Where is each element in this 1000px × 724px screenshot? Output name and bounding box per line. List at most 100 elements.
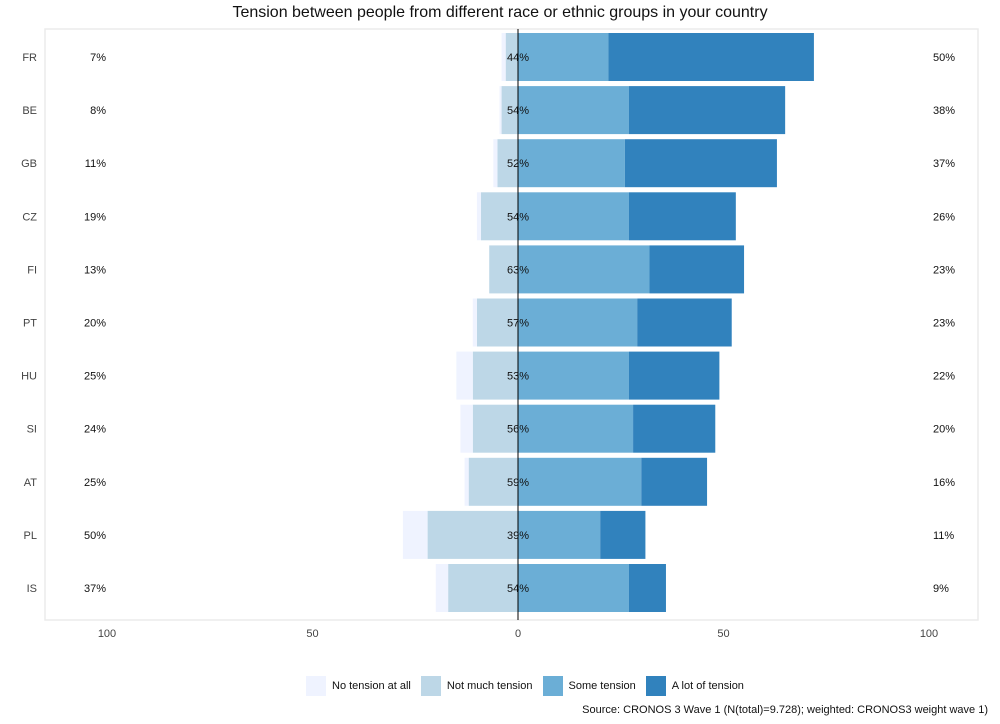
bar-no-tension [472, 298, 477, 347]
y-tick-label: BE [22, 105, 37, 117]
bar-no-tension [456, 351, 473, 400]
data-label-left: 8% [90, 105, 106, 117]
legend-swatch [306, 676, 326, 696]
bar-some-tension [518, 86, 629, 135]
data-label-right: 38% [933, 105, 955, 117]
data-label-right: 37% [933, 158, 955, 170]
chart-title: Tension between people from different ra… [232, 4, 768, 21]
bar-a-lot-of-tension [628, 351, 720, 400]
data-label-center: 63% [507, 264, 529, 276]
bar-no-tension [499, 86, 502, 135]
data-label-center: 52% [507, 158, 529, 170]
bar-not-much-tension [505, 33, 518, 81]
bar-a-lot-of-tension [628, 86, 786, 135]
data-label-center: 54% [507, 211, 529, 223]
data-label-right: 20% [933, 424, 955, 436]
bar-a-lot-of-tension [628, 192, 736, 241]
legend-item-a-lot-of-tension: A lot of tension [645, 676, 744, 696]
legend-item-not-much-tension: Not much tension [420, 676, 533, 696]
bar-some-tension [518, 404, 634, 453]
legend-label: A lot of tension [671, 680, 744, 692]
legend-swatch [645, 676, 666, 696]
y-tick-label: FR [22, 52, 37, 64]
data-label-left: 7% [90, 52, 106, 64]
bar-not-much-tension [468, 457, 518, 506]
bar-not-much-tension [472, 404, 518, 453]
y-tick-label: FI [27, 264, 37, 276]
bar-not-much-tension [489, 245, 518, 294]
legend: No tension at all Not much tension Some … [306, 676, 754, 696]
bar-a-lot-of-tension [624, 139, 777, 188]
data-label-center: 56% [507, 424, 529, 436]
bar-a-lot-of-tension [628, 564, 666, 612]
bar-not-much-tension [476, 298, 518, 347]
y-tick-label: PL [24, 530, 37, 542]
bar-a-lot-of-tension [633, 404, 716, 453]
source-note: Source: CRONOS 3 Wave 1 (N(total)=9.728)… [582, 704, 988, 716]
bar-some-tension [518, 139, 625, 188]
data-label-left: 37% [84, 583, 106, 595]
bar-no-tension [402, 510, 428, 559]
legend-swatch [542, 676, 563, 696]
data-label-left: 20% [84, 318, 106, 330]
bar-no-tension [493, 139, 498, 188]
y-tick-label: HU [21, 371, 37, 383]
data-label-left: 19% [84, 211, 106, 223]
bar-a-lot-of-tension [649, 245, 745, 294]
y-tick-label: SI [27, 424, 37, 436]
bar-no-tension [460, 404, 473, 453]
legend-label: No tension at all [332, 680, 411, 692]
data-label-right: 9% [933, 583, 949, 595]
bar-no-tension [435, 564, 449, 612]
data-label-center: 59% [507, 477, 529, 489]
bar-no-tension [476, 192, 482, 241]
axes-group: FR BE GB CZ FI PT HU SI AT PL IS 100 50 0 50 100 [21, 52, 938, 640]
x-tick-label: 50 [717, 628, 729, 640]
bar-some-tension [518, 192, 629, 241]
bar-a-lot-of-tension [637, 298, 732, 347]
plot-panel [44, 28, 979, 621]
data-label-left: 25% [84, 371, 106, 383]
y-tick-label: CZ [22, 211, 37, 223]
y-tick-label: PT [23, 318, 37, 330]
bar-some-tension [518, 245, 650, 294]
data-label-right: 50% [933, 52, 955, 64]
data-label-center: 54% [507, 583, 529, 595]
data-label-right: 22% [933, 371, 955, 383]
bar-not-much-tension [497, 139, 518, 188]
bar-some-tension [518, 457, 642, 506]
data-label-center: 57% [507, 318, 529, 330]
data-label-center: 53% [507, 371, 529, 383]
bar-not-much-tension [448, 564, 518, 612]
bar-some-tension [518, 33, 609, 81]
bar-some-tension [518, 351, 629, 400]
x-tick-label: 100 [920, 628, 938, 640]
y-tick-label: AT [24, 477, 38, 489]
data-label-left: 13% [84, 264, 106, 276]
y-tick-label: IS [27, 583, 37, 595]
legend-label: Some tension [568, 680, 636, 692]
legend-item-no-tension: No tension at all [306, 676, 411, 696]
x-tick-label: 0 [515, 628, 521, 640]
bar-some-tension [518, 298, 638, 347]
x-tick-label: 100 [98, 628, 116, 640]
data-label-right: 23% [933, 318, 955, 330]
bar-a-lot-of-tension [600, 510, 646, 559]
data-label-center: 44% [507, 52, 529, 64]
bar-a-lot-of-tension [641, 457, 708, 506]
bar-not-much-tension [501, 86, 518, 135]
bars-group [402, 33, 814, 612]
bar-no-tension [501, 33, 506, 81]
x-tick-label: 50 [306, 628, 318, 640]
chart-plot: 7% 44% 50% 8% 54% 38% 11% 52% 37% 19% 54% 26% 13% 63%… [21, 28, 979, 640]
data-label-right: 23% [933, 264, 955, 276]
y-tick-label: GB [21, 158, 37, 170]
bar-not-much-tension [472, 351, 518, 400]
data-label-right: 11% [933, 530, 954, 542]
bar-a-lot-of-tension [608, 33, 814, 81]
bar-no-tension [464, 457, 469, 506]
bar-not-much-tension [427, 510, 518, 559]
legend-item-some-tension: Some tension [542, 676, 636, 696]
data-label-left: 11% [85, 158, 106, 170]
bar-not-much-tension [481, 192, 518, 241]
